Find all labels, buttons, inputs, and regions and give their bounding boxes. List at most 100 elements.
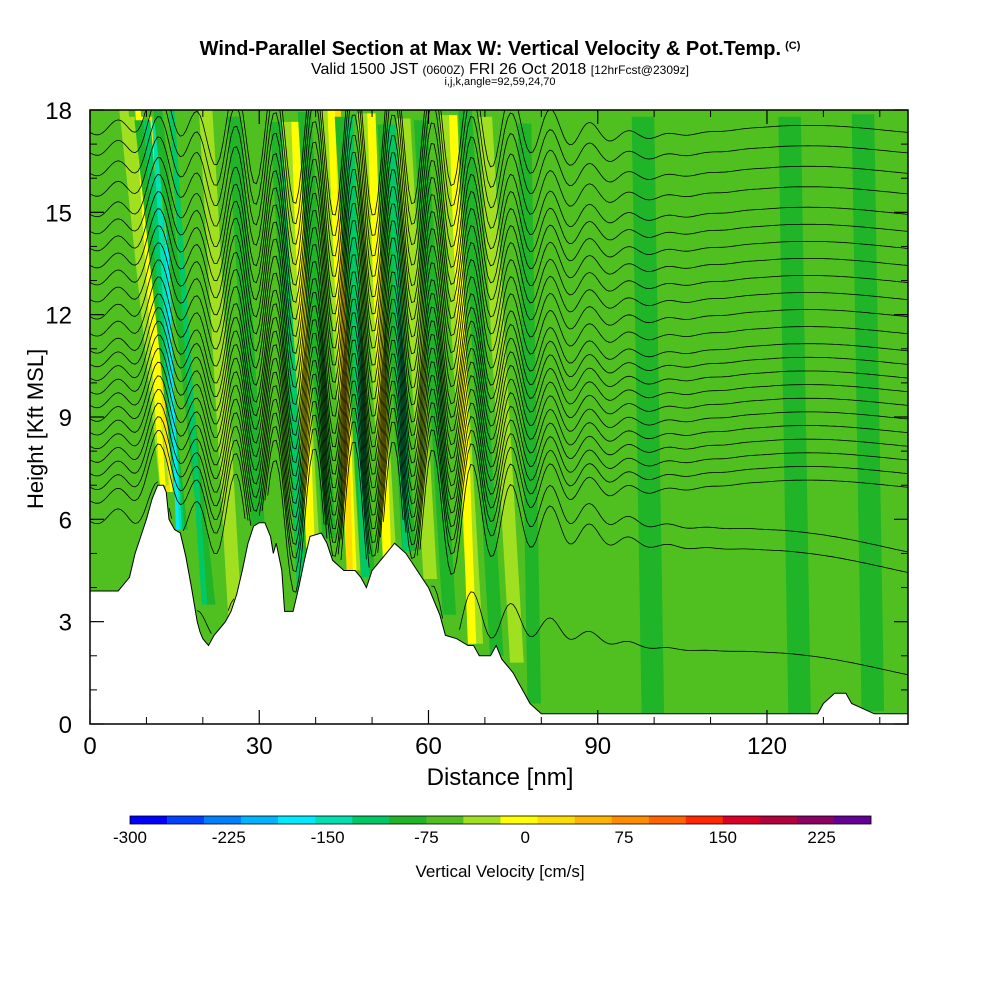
- theta-contour-14: [90, 254, 908, 417]
- theta-contour-22: [90, 114, 908, 277]
- theta-contour-6: [90, 366, 908, 530]
- valid-date: FRI 26 Oct 2018: [468, 61, 587, 78]
- theta-contour-0: [196, 585, 908, 676]
- colorbar-swatch: [648, 816, 686, 824]
- colorbar-tick-label: -75: [414, 828, 439, 847]
- colorbar-swatch: [278, 816, 316, 824]
- theta-contour-5: [90, 380, 908, 543]
- y-axis-label: Height [Kft MSL]: [23, 348, 48, 509]
- theta-contour-25: [90, 110, 908, 216]
- colorbar-tick-label: 0: [520, 828, 529, 847]
- colorbar-swatch: [722, 816, 761, 824]
- colorbar-tick-label: 225: [807, 828, 835, 847]
- colorbar-swatch: [500, 816, 538, 824]
- colorbar-swatch: [352, 816, 390, 824]
- colorbar-swatch: [833, 816, 872, 824]
- theta-contours: [90, 110, 908, 676]
- colorbar-tick-label: 150: [709, 828, 737, 847]
- colorbar-tick-label: -225: [212, 828, 246, 847]
- theta-contour-16: [90, 220, 908, 383]
- y-tick-label: 9: [59, 405, 72, 432]
- colorbar-swatch: [204, 816, 242, 824]
- forecast-info: [12hrFcst@2309z]: [590, 63, 690, 77]
- axes: 0 3 6 9 12 15 18 0 30 60 90 120: [45, 98, 908, 760]
- theta-contour-8: [90, 339, 908, 502]
- theta-contour-1: [90, 441, 908, 593]
- theta-contour-20: [90, 152, 908, 315]
- w-band-1-level-1: [135, 110, 166, 486]
- x-tick-label: 0: [83, 733, 96, 760]
- w-band-16-level-1: [449, 115, 477, 644]
- terrain-profile: [89, 484, 909, 725]
- colorbar-swatch: [537, 816, 575, 824]
- colorbar-swatch: [426, 816, 464, 824]
- x-tick-label: 60: [415, 733, 442, 760]
- colorbar-swatch: [611, 816, 649, 824]
- valid-utc: (0600Z): [422, 63, 465, 77]
- w-band-20: [586, 116, 619, 714]
- theta-contour-11: [90, 298, 908, 461]
- colorbar-swatch: [685, 816, 724, 824]
- colorbar: -300 -225 -150 -75 0 75 150 225: [113, 815, 872, 847]
- colorbar-swatch: [463, 816, 501, 824]
- theta-contour-17: [90, 203, 908, 366]
- w-band-23-level-0: [778, 116, 811, 714]
- theta-contour-13: [90, 271, 908, 434]
- y-tick-label: 15: [45, 200, 72, 227]
- copyright-mark: (C): [785, 40, 801, 52]
- y-tick-label: 12: [45, 303, 72, 330]
- chart-subtitle: Valid 1500 JST (0600Z) FRI 26 Oct 2018 […: [0, 61, 1000, 79]
- colorbar-swatch: [759, 816, 798, 824]
- colorbar-swatch: [389, 816, 427, 824]
- y-tick-label: 6: [59, 507, 72, 534]
- theta-contour-2: [90, 421, 908, 573]
- x-tick-label: 90: [584, 733, 611, 760]
- colorbar-swatch: [167, 816, 205, 824]
- y-tick-label: 3: [59, 610, 72, 637]
- colorbar-label: Vertical Velocity [cm/s]: [415, 862, 585, 881]
- w-band-7-level-1: [280, 121, 306, 600]
- w-band-4-level-0: [198, 110, 242, 622]
- terrain-mask: [89, 484, 909, 725]
- w-band-21-level-0: [631, 116, 665, 714]
- valid-prefix: Valid 1500 JST: [310, 61, 418, 78]
- title-text: Wind-Parallel Section at Max W: Vertical…: [199, 38, 782, 60]
- w-band-21: [631, 116, 665, 714]
- theta-contour-21: [90, 134, 908, 298]
- y-tick-label: 0: [59, 712, 72, 739]
- theta-contour-24: [90, 110, 908, 236]
- colorbar-tick-label: -300: [113, 828, 147, 847]
- section-indices: i,j,k,angle=92,59,24,70: [444, 76, 556, 88]
- y-tick-label: 18: [45, 98, 72, 125]
- theta-contour-18: [90, 186, 908, 349]
- w-band-4: [198, 110, 242, 622]
- colorbar-tick-label: 75: [615, 828, 634, 847]
- theta-contour-19: [90, 169, 908, 332]
- w-band-23: [778, 116, 811, 714]
- colorbar-swatch: [130, 816, 168, 824]
- y-axis-label-box: Height [Kft MSL]: [12, 349, 48, 509]
- x-axis-label: Distance [nm]: [426, 764, 574, 791]
- theta-contour-7: [90, 353, 908, 516]
- x-tick-label: 120: [747, 733, 787, 760]
- chart-title: Wind-Parallel Section at Max W: Vertical…: [0, 38, 1000, 61]
- w-band-16: [438, 115, 484, 644]
- colorbar-swatch: [574, 816, 612, 824]
- colorbar-swatch: [796, 816, 835, 824]
- colorbar-tick-label: -150: [311, 828, 345, 847]
- theta-contour-23: [90, 110, 908, 257]
- x-tick-label: 30: [246, 733, 273, 760]
- theta-contour-4: [90, 394, 908, 557]
- w-band-20-level-0: [586, 116, 619, 714]
- w-band-22: [699, 116, 732, 714]
- colorbar-swatch: [315, 816, 353, 824]
- theta-contour-9: [90, 325, 908, 489]
- theta-contour-12: [90, 285, 908, 448]
- w-band-22-level-0: [699, 116, 732, 714]
- theta-contour-3: [90, 407, 908, 559]
- colorbar-frame: [129, 815, 872, 825]
- theta-contour-10: [90, 312, 908, 475]
- colorbar-swatch: [241, 816, 279, 824]
- theta-contour-15: [90, 237, 908, 400]
